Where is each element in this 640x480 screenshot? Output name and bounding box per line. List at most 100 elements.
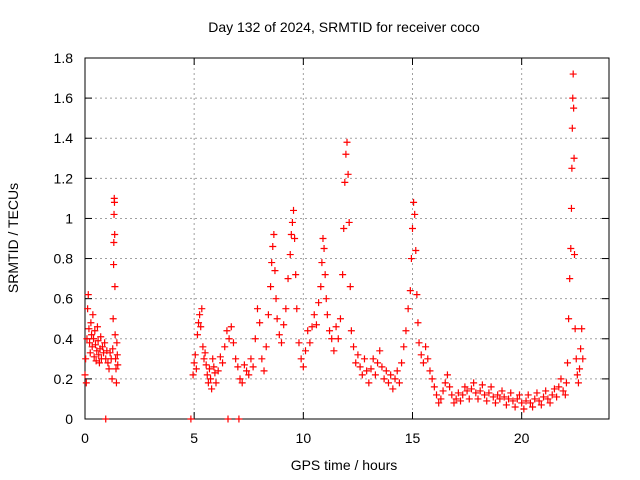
data-points [82, 71, 587, 423]
data-point [213, 379, 220, 386]
data-point [321, 245, 328, 252]
data-point [361, 355, 368, 362]
data-point [565, 315, 572, 322]
data-point [422, 343, 429, 350]
data-point [265, 311, 272, 318]
data-point [221, 343, 228, 350]
chart-title: Day 132 of 2024, SRMTID for receiver coc… [208, 19, 480, 35]
data-point [570, 71, 577, 78]
x-tick-label: 15 [405, 430, 421, 446]
data-point [533, 389, 540, 396]
data-point [572, 325, 579, 332]
data-point [111, 211, 118, 218]
data-point [414, 319, 421, 326]
data-point [410, 199, 417, 206]
data-point [372, 371, 379, 378]
data-point [263, 343, 270, 350]
data-point [573, 355, 580, 362]
data-point [576, 365, 583, 372]
data-point [412, 247, 419, 254]
data-point [577, 345, 584, 352]
data-point [223, 327, 230, 334]
data-point [350, 343, 357, 350]
data-point [113, 365, 120, 372]
data-point [470, 379, 477, 386]
data-point [190, 371, 197, 378]
data-point [194, 331, 201, 338]
data-point [85, 291, 92, 298]
data-point [82, 371, 89, 378]
data-point [344, 139, 351, 146]
data-point [341, 179, 348, 186]
data-point [418, 351, 425, 358]
data-point [370, 355, 377, 362]
data-point [408, 255, 415, 262]
data-point [433, 391, 440, 398]
data-point [431, 383, 438, 390]
data-point [396, 379, 403, 386]
data-point [570, 105, 577, 112]
data-point [568, 205, 575, 212]
y-tick-label: 1.8 [54, 50, 74, 66]
data-point [270, 231, 277, 238]
data-point [416, 339, 423, 346]
data-point [89, 311, 96, 318]
y-tick-label: 1.4 [54, 130, 74, 146]
data-point [578, 325, 585, 332]
data-point [250, 363, 257, 370]
data-point [324, 311, 331, 318]
data-point [289, 219, 296, 226]
data-point [387, 371, 394, 378]
data-point [306, 339, 313, 346]
data-point [378, 363, 385, 370]
data-point [411, 211, 418, 218]
data-point [444, 371, 451, 378]
grid-lines [85, 58, 609, 419]
data-point [258, 355, 265, 362]
data-point [333, 323, 340, 330]
data-point [110, 315, 117, 322]
data-point [267, 283, 274, 290]
data-point [492, 399, 499, 406]
y-tick-label: 1.6 [54, 90, 74, 106]
data-point [339, 271, 346, 278]
data-point [413, 291, 420, 298]
data-point [252, 335, 259, 342]
chart-root: Day 132 of 2024, SRMTID for receiver coc… [0, 0, 640, 480]
data-point [112, 355, 119, 362]
data-point [111, 199, 118, 206]
data-point [357, 363, 364, 370]
data-point [426, 367, 433, 374]
data-point [269, 243, 276, 250]
data-point [234, 363, 241, 370]
data-point [335, 335, 342, 342]
data-point [499, 387, 506, 394]
data-point [566, 275, 573, 282]
data-point [342, 151, 349, 158]
data-point [268, 259, 275, 266]
data-point [420, 359, 427, 366]
data-point [110, 261, 117, 268]
data-point [235, 416, 242, 423]
data-point [567, 245, 574, 252]
data-point [365, 379, 372, 386]
data-point [298, 355, 305, 362]
data-point [87, 319, 94, 326]
data-point [354, 351, 361, 358]
scatter-chart: Day 132 of 2024, SRMTID for receiver coc… [0, 0, 640, 480]
data-point [273, 295, 280, 302]
data-point [347, 283, 354, 290]
data-point [254, 305, 261, 312]
data-point [82, 355, 89, 362]
y-tick-label: 0.8 [54, 251, 74, 267]
data-point [241, 361, 248, 368]
data-point [196, 311, 203, 318]
data-point [291, 235, 298, 242]
data-point [295, 339, 302, 346]
data-point [525, 391, 532, 398]
data-point [507, 389, 514, 396]
data-point [203, 361, 210, 368]
data-point [340, 225, 347, 232]
data-point [114, 351, 121, 358]
data-point [293, 305, 300, 312]
